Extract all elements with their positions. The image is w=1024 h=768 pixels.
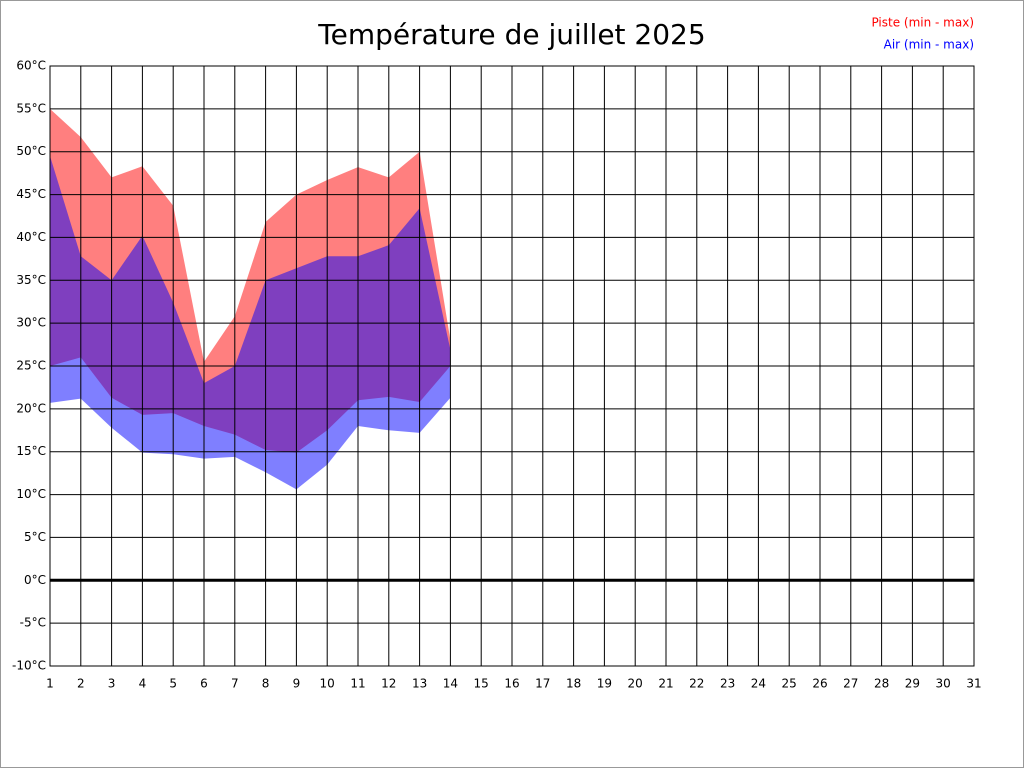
range-area	[50, 156, 451, 490]
x-tick-label: 14	[443, 677, 458, 691]
x-tick-label: 19	[597, 677, 612, 691]
y-tick-label: 35°C	[16, 273, 46, 287]
x-tick-label: 16	[504, 677, 519, 691]
x-tick-label: 26	[812, 677, 827, 691]
x-tick-label: 7	[231, 677, 239, 691]
y-tick-label: 45°C	[16, 187, 46, 201]
y-tick-label: 40°C	[16, 230, 46, 244]
y-tick-label: -10°C	[12, 659, 46, 673]
x-tick-label: 13	[412, 677, 427, 691]
x-tick-label: 11	[350, 677, 365, 691]
x-tick-label: 21	[658, 677, 673, 691]
y-tick-label: 15°C	[16, 444, 46, 458]
x-tick-label: 10	[320, 677, 335, 691]
x-tick-label: 24	[751, 677, 766, 691]
x-tick-label: 29	[905, 677, 920, 691]
y-tick-label: 20°C	[16, 401, 46, 415]
x-tick-label: 20	[628, 677, 643, 691]
y-tick-label: 30°C	[16, 316, 46, 330]
x-tick-label: 30	[936, 677, 951, 691]
x-tick-label: 4	[139, 677, 147, 691]
legend-entry: Air (min - max)	[884, 38, 974, 52]
y-tick-label: 5°C	[24, 530, 46, 544]
x-tick-label: 15	[474, 677, 489, 691]
x-tick-label: 31	[966, 677, 981, 691]
y-tick-label: 10°C	[16, 487, 46, 501]
y-tick-label: 25°C	[16, 359, 46, 373]
x-tick-label: 2	[77, 677, 85, 691]
x-tick-label: 12	[381, 677, 396, 691]
y-tick-label: 50°C	[16, 144, 46, 158]
plot-border	[49, 65, 975, 667]
x-tick-label: 5	[169, 677, 177, 691]
x-tick-label: 8	[262, 677, 270, 691]
legend-entry: Piste (min - max)	[871, 16, 974, 30]
y-tick-label: 0°C	[24, 573, 46, 587]
x-tick-label: 22	[689, 677, 704, 691]
x-tick-label: 6	[200, 677, 208, 691]
x-tick-label: 3	[108, 677, 116, 691]
y-tick-label: 55°C	[16, 101, 46, 115]
x-tick-label: 18	[566, 677, 581, 691]
x-tick-label: 27	[843, 677, 858, 691]
x-tick-label: 25	[782, 677, 797, 691]
x-tick-label: 17	[535, 677, 550, 691]
x-tick-label: 28	[874, 677, 889, 691]
y-tick-label: -5°C	[20, 616, 46, 630]
x-tick-label: 1	[46, 677, 54, 691]
x-tick-label: 9	[293, 677, 301, 691]
x-tick-label: 23	[720, 677, 735, 691]
y-tick-label: 60°C	[16, 59, 46, 73]
chart-title: Température de juillet 2025	[317, 18, 705, 51]
